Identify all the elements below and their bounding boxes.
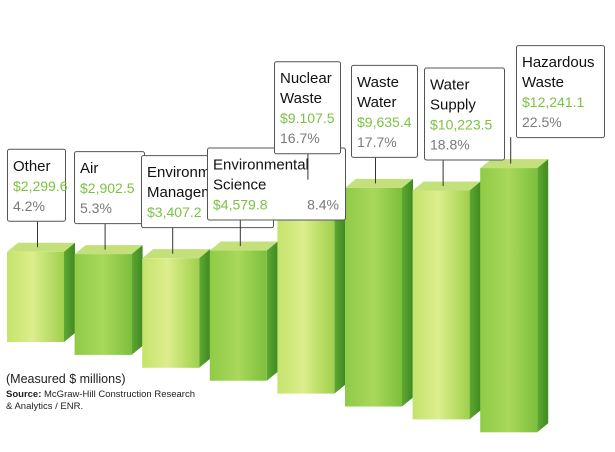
callout-2: Air $2,902.5 5.3%: [74, 151, 145, 250]
category-label: Water: [357, 94, 396, 111]
callout-5: Nuclear Waste $9.107.5 16.7%: [274, 61, 341, 180]
unit-note: (Measured $ millions): [6, 372, 126, 386]
source-text: McGraw-Hill Construction Research & Anal…: [6, 389, 195, 412]
category-label: Waste: [280, 90, 322, 107]
bar-8: [480, 159, 549, 433]
bar-1: [7, 242, 75, 342]
bar-front-face: [209, 250, 267, 381]
bar-top-face: [209, 241, 278, 251]
percent-label: 16.7%: [280, 130, 320, 146]
bar-front-face: [345, 187, 402, 407]
percent-label: 22.5%: [522, 114, 562, 130]
value-label: $12,241.1: [522, 94, 584, 110]
bar-side-face: [266, 241, 278, 381]
callout-1: Other $2,299.6 4.2%: [7, 148, 68, 248]
bar-front-face: [142, 258, 200, 368]
value-label: $3,407.2: [147, 204, 202, 220]
value-label: $9.107.5: [280, 110, 335, 126]
category-label: Other: [13, 158, 51, 175]
callout-7: Water Supply $10,223.5 18.8%: [424, 67, 505, 186]
chart-notes: (Measured $ millions) Source: McGraw-Hil…: [6, 372, 196, 413]
value-label: $2,299.6: [13, 178, 68, 194]
bar-top-face: [142, 249, 211, 259]
percent-label: 4.2%: [13, 198, 45, 214]
bar-side-face: [334, 175, 346, 394]
category-label: Science: [213, 177, 266, 194]
value-label: $9,635.4: [357, 114, 412, 130]
bar-top-face: [7, 242, 75, 252]
bar-top-face: [345, 178, 413, 188]
callout-8: Hazardous Waste $12,241.1 22.5%: [510, 45, 605, 164]
bar-front-face: [74, 254, 132, 355]
category-label: Waste: [522, 74, 564, 91]
bar-side-face: [537, 159, 549, 433]
bar-top-face: [412, 181, 481, 191]
value-label: $2,902.5: [80, 180, 135, 196]
callout-box: [424, 67, 505, 161]
bar-front-face: [7, 251, 64, 342]
bar-side-face: [199, 249, 211, 368]
category-label: Waste: [357, 74, 399, 91]
callout-box: [351, 64, 418, 158]
bar-front-face: [412, 190, 470, 420]
bar-6: [345, 178, 413, 407]
category-label: Environmental: [213, 157, 309, 174]
percent-label: 5.3%: [80, 200, 112, 216]
percent-label: 17.7%: [357, 134, 397, 150]
callouts-group: Other $2,299.6 4.2% Air $2,902.5 5.3% Environm…: [7, 45, 605, 254]
percent-label: 18.8%: [430, 136, 470, 152]
bar-7: [412, 181, 481, 420]
bar-top-face: [74, 245, 143, 255]
bar-side-face: [402, 178, 413, 407]
callout-4: Environmental Science $4,579.8 8.4%: [207, 147, 346, 247]
bar-side-face: [64, 242, 75, 342]
category-label: Supply: [430, 96, 476, 113]
category-label: Air: [80, 160, 98, 177]
callout-box: [516, 45, 605, 139]
bar-side-face: [131, 245, 143, 355]
category-label: Nuclear: [280, 70, 332, 87]
bar-front-face: [480, 168, 538, 433]
bar-top-face: [480, 159, 549, 169]
callout-6: Waste Water $9,635.4 17.7%: [351, 64, 418, 184]
source-note: Source: McGraw-Hill Construction Researc…: [6, 389, 196, 413]
value-label: $4,579.8: [213, 197, 268, 213]
category-label: Hazardous: [522, 54, 595, 71]
bar-3: [142, 249, 211, 368]
callout-box: [274, 61, 341, 155]
category-label: Water: [430, 76, 469, 93]
value-label: $10,223.5: [430, 116, 492, 132]
bar-side-face: [469, 181, 481, 420]
percent-label: 8.4%: [307, 197, 339, 213]
bar-2: [74, 245, 143, 355]
source-label: Source:: [6, 389, 42, 400]
bar-4: [209, 241, 278, 381]
callout-box: [7, 148, 66, 222]
